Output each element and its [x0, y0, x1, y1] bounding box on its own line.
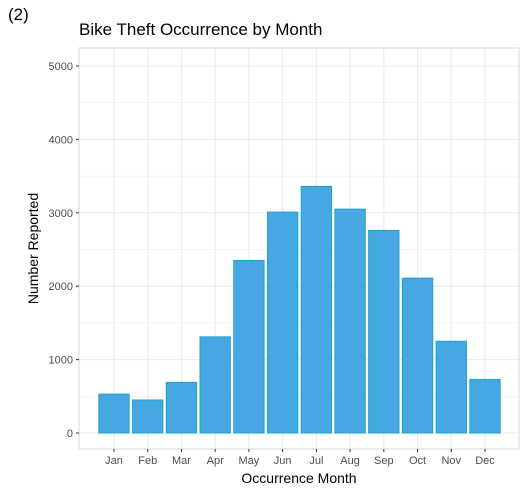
- bar-aug: [334, 208, 366, 434]
- y-axis-title: Number Reported: [25, 193, 41, 304]
- x-tick-label: Mar: [172, 455, 191, 467]
- x-tick-label: Jun: [274, 455, 292, 467]
- bar-dec: [469, 378, 501, 434]
- bar-jul: [300, 185, 333, 434]
- x-tick-label: Apr: [207, 455, 224, 467]
- bar-nov: [435, 340, 467, 434]
- x-tick-label: Nov: [441, 455, 461, 467]
- x-tick-label: Dec: [475, 455, 495, 467]
- chart-title: Bike Theft Occurrence by Month: [79, 20, 323, 39]
- y-tick-label: 3000: [49, 208, 73, 220]
- y-tick-label: 0: [67, 428, 73, 440]
- panel-label: (2): [8, 5, 29, 24]
- bar-sep: [368, 229, 400, 434]
- panel-border: [78, 47, 520, 450]
- x-tick-label: Jul: [309, 455, 323, 467]
- x-tick-label: Aug: [340, 455, 360, 467]
- y-tick-label: 2000: [49, 281, 73, 293]
- bar-apr: [199, 336, 231, 434]
- x-tick-label: Jan: [105, 455, 123, 467]
- bar-jun: [266, 211, 299, 434]
- bars: [98, 185, 501, 434]
- x-axis-title: Occurrence Month: [241, 470, 356, 486]
- x-tick-label: May: [239, 455, 260, 467]
- y-tick-label: 4000: [49, 134, 73, 146]
- bar-may: [233, 260, 265, 434]
- x-tick-label: Oct: [409, 455, 426, 467]
- x-tick-label: Feb: [138, 455, 157, 467]
- y-tick-label: 5000: [49, 61, 73, 73]
- bar-mar: [165, 381, 198, 434]
- bar-oct: [401, 277, 434, 434]
- y-tick-label: 1000: [49, 355, 73, 367]
- x-tick-label: Sep: [374, 455, 394, 467]
- y-axis-ticks: 0 1000 2000 3000 4000 5000: [49, 61, 79, 440]
- bar-jan: [98, 393, 130, 434]
- x-axis-ticks: Jan Feb Mar Apr May Jun Jul Aug Sep Oct Nov Dec: [105, 449, 495, 467]
- bar-feb: [132, 399, 164, 434]
